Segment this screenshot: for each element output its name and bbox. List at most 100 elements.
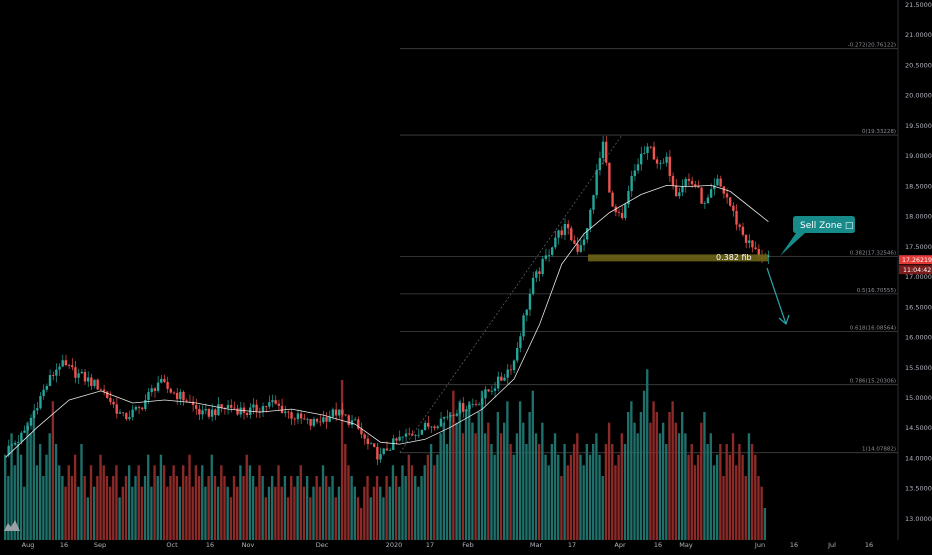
y-tick-label: 19.00000 — [905, 152, 932, 160]
sell-zone-label: Sell Zone □ — [800, 221, 853, 231]
volume-bar — [89, 465, 93, 540]
candle-body — [121, 412, 125, 414]
volume-bar — [471, 422, 474, 540]
candle-body — [350, 420, 354, 425]
volume-bar — [169, 476, 172, 540]
candle-body — [535, 271, 538, 278]
volume-bar — [255, 486, 258, 540]
candle-body — [732, 205, 735, 211]
volume-bar — [67, 465, 70, 540]
candle-body — [137, 407, 141, 408]
volume-bar — [429, 444, 433, 540]
volume-bar — [518, 401, 522, 540]
volume-bar — [391, 465, 395, 540]
candle-body — [633, 170, 637, 177]
candle-body — [42, 389, 45, 396]
candle-body — [36, 408, 39, 411]
volume-bar — [112, 476, 115, 540]
candle-body — [45, 385, 48, 390]
volume-bar — [321, 465, 325, 540]
candle-body — [652, 146, 656, 160]
candle-body — [296, 413, 300, 420]
volume-bar — [58, 465, 61, 540]
candle-body — [582, 239, 586, 246]
fib-level-label: 0(19.33228) — [862, 129, 896, 135]
volume-bar — [220, 465, 223, 540]
volume-bar — [191, 486, 194, 540]
candle-body — [439, 418, 443, 427]
candle-body — [131, 409, 134, 418]
candle-body — [328, 416, 331, 422]
volume-bar — [26, 422, 29, 540]
candle-body — [659, 162, 662, 164]
volume-bar — [51, 401, 55, 540]
candle-body — [322, 417, 325, 423]
candle-body — [605, 141, 608, 163]
candle-body — [538, 271, 541, 274]
candle-body — [303, 418, 306, 420]
candle-body — [182, 391, 185, 401]
volume-bar — [38, 444, 42, 540]
candle-body — [404, 433, 408, 437]
volume-bar — [417, 486, 420, 540]
x-tick-label: Jun — [754, 541, 765, 549]
volume-bar — [70, 476, 74, 540]
candle-body — [516, 348, 519, 361]
candle-body — [160, 378, 163, 383]
candle-body — [150, 388, 153, 393]
volume-bar — [210, 454, 213, 540]
candle-body — [481, 398, 484, 405]
volume-bar — [509, 444, 512, 540]
volume-bar — [534, 433, 538, 540]
volume-bar — [547, 465, 550, 540]
candle-body — [20, 432, 23, 442]
candle-body — [210, 409, 214, 417]
candle-body — [655, 159, 659, 164]
volume-bar — [347, 465, 350, 540]
candle-body — [690, 180, 694, 185]
volume-bar — [579, 454, 582, 540]
volume-bar — [493, 454, 496, 540]
volume-bar — [563, 444, 566, 540]
candle-body — [134, 407, 137, 410]
volume-bar — [375, 476, 379, 540]
y-tick-label: 21.50000 — [905, 1, 932, 9]
y-tick-label: 16.00000 — [905, 334, 932, 342]
volume-bar — [715, 454, 719, 540]
candle-body — [268, 402, 271, 407]
down-arrow-icon — [766, 267, 787, 325]
candle-body — [357, 419, 360, 429]
candle-body — [468, 404, 471, 410]
volume-bar — [623, 444, 627, 540]
volume-bar — [401, 465, 404, 540]
volume-bar — [267, 486, 271, 540]
candle-body — [694, 184, 697, 187]
volume-bar — [487, 422, 490, 540]
volume-bar — [166, 486, 169, 540]
candle-body — [264, 406, 268, 407]
volume-bar — [572, 444, 576, 540]
candle-body — [284, 411, 287, 414]
volume-bar — [744, 476, 747, 540]
volume-bar — [569, 454, 573, 540]
volume-bar — [305, 476, 309, 540]
volume-bar — [754, 454, 757, 540]
volume-bar — [229, 497, 233, 540]
volume-bar — [213, 476, 217, 540]
volume-bar — [80, 444, 83, 540]
volume-bar — [185, 476, 188, 540]
candle-body — [477, 404, 481, 406]
x-tick-label: Feb — [462, 541, 474, 549]
candle-body — [681, 186, 684, 193]
volume-bar — [197, 476, 201, 540]
volume-bar — [178, 486, 182, 540]
volume-bar — [658, 433, 662, 540]
volume-bar — [414, 476, 417, 540]
volume-bar — [147, 454, 150, 540]
volume-bar — [207, 476, 210, 540]
volume-bar — [560, 476, 563, 540]
volume-bar — [61, 476, 64, 540]
candle-body — [201, 410, 204, 415]
